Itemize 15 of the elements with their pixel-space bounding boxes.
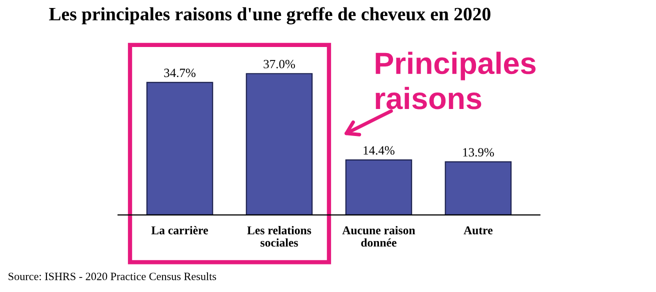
source-note: Source: ISHRS - 2020 Practice Census Results xyxy=(8,272,216,280)
bar xyxy=(146,82,214,215)
data-label: 14.4% xyxy=(364,146,394,155)
bar xyxy=(345,159,412,215)
x-tick-label: Autre xyxy=(464,226,493,234)
data-label: 37.0% xyxy=(264,60,295,68)
annotation: Principales raisons xyxy=(376,52,536,110)
data-label: 13.9% xyxy=(463,148,494,157)
data-label: 34.7% xyxy=(164,68,196,78)
bar xyxy=(444,161,512,215)
x-tick-label: Aucune raison donnée xyxy=(342,226,416,247)
bar xyxy=(246,73,313,215)
x-tick-label: Les relations sociales xyxy=(247,226,312,247)
chart-title: Les principales raisons d'une greffe de cheveux en 2020 xyxy=(49,7,490,24)
x-tick-label: La carrière xyxy=(151,226,208,234)
